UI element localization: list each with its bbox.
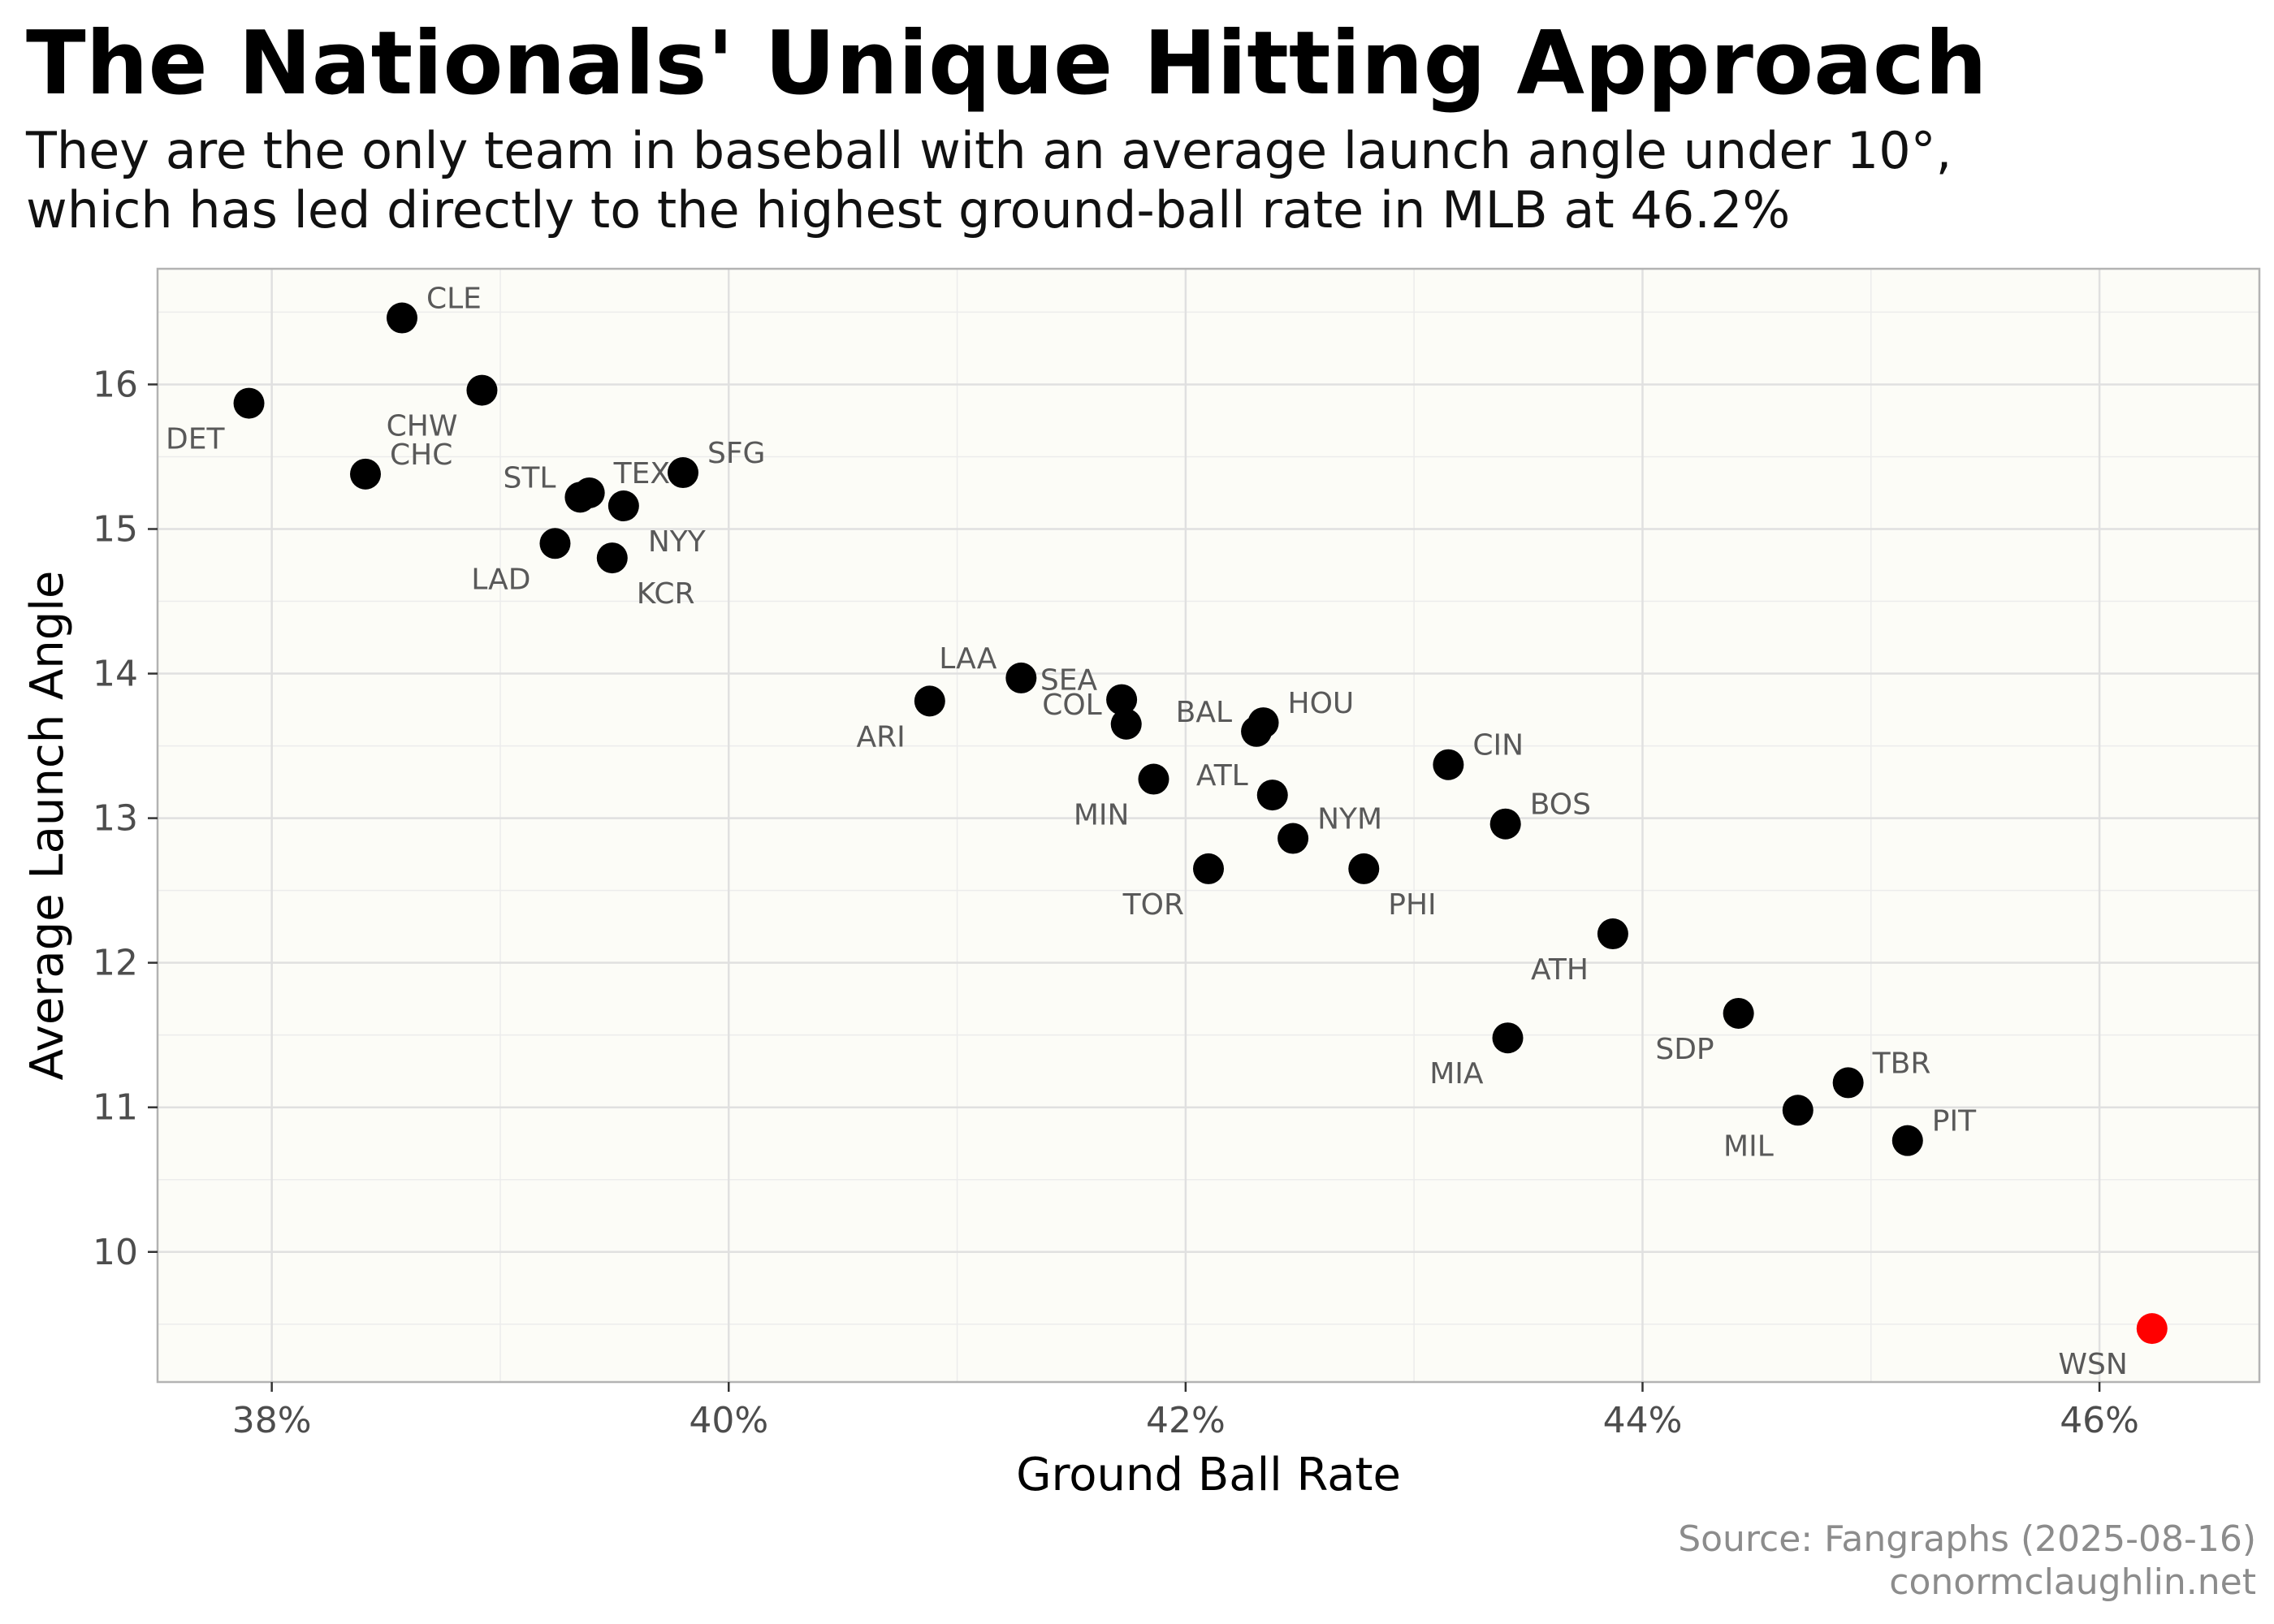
subtitle-line-1: They are the only team in baseball with … [26,121,1952,180]
point-lad [539,528,571,559]
label-tbr: TBR [1872,1047,1931,1080]
x-tick-label: 42% [1146,1400,1226,1441]
y-axis-ticks: 10 11 12 13 14 15 16 [93,364,158,1273]
label-hou: HOU [1288,687,1355,720]
y-tick-label: 11 [93,1087,138,1129]
y-tick-label: 13 [93,798,138,840]
plot-border [156,267,2261,1384]
point-cin [1433,749,1464,780]
label-nym: NYM [1317,803,1382,836]
subtitle-line-2: which has led directly to the highest gr… [26,179,1791,240]
point-chw [466,374,498,406]
point-sea [1106,684,1138,715]
point-phi [1348,853,1380,884]
point-atl [1256,780,1288,811]
label-min: MIN [1074,799,1130,832]
label-wsn: WSN [2058,1348,2127,1381]
point-tor [1193,853,1224,884]
x-axis-title: Ground Ball Rate [1016,1449,1401,1501]
label-cin: CIN [1472,729,1524,762]
label-ath: ATH [1531,953,1589,987]
label-cle: CLE [426,283,482,316]
point-chc [349,458,381,490]
y-tick-label: 15 [93,508,138,550]
point-tbr [1832,1067,1864,1099]
label-kcr: KCR [637,577,695,611]
label-bos: BOS [1530,788,1591,822]
point-laa [1005,662,1037,693]
point-mil [1782,1095,1814,1126]
label-mia: MIA [1429,1057,1484,1091]
point-wsn [2136,1313,2168,1345]
y-tick-label: 16 [93,364,138,405]
point-col [1110,708,1142,740]
point-min [1138,763,1169,795]
label-sdp: SDP [1655,1033,1714,1066]
label-sea: SEA [1040,664,1098,698]
x-axis-ticks: 38% 40% 42% 44% 46% [232,1382,2139,1441]
point-kcr [596,542,628,574]
label-stl: STL [504,461,556,495]
major-gridlines [158,269,2259,1382]
label-sfg: SFG [707,437,765,470]
y-axis-title: Average Launch Angle [21,571,74,1081]
point-mia [1492,1022,1524,1054]
y-tick-label: 14 [93,654,138,695]
x-tick-label: 46% [2060,1400,2139,1441]
point-sfg [668,457,698,489]
label-mil: MIL [1723,1129,1774,1163]
label-pit: PIT [1932,1105,1977,1138]
point-bos [1489,808,1521,840]
y-tick-label: 12 [93,943,138,984]
point-det [233,387,265,419]
chart-subtitle: They are the only team in baseball with … [26,121,2251,240]
point-sdp [1723,997,1754,1029]
point-bal [1241,715,1273,747]
source-note: Source: Fangraphs (2025-08-16) [1678,1518,2256,1560]
x-tick-label: 44% [1603,1400,1683,1441]
x-tick-label: 40% [689,1400,768,1441]
chart-title: The Nationals' Unique Hitting Approach [26,13,1987,114]
label-lad: LAD [471,563,530,596]
point-pit [1891,1125,1923,1156]
point-nyy [607,490,639,522]
label-ari: ARI [857,720,906,754]
label-phi: PHI [1388,888,1436,922]
label-chc: CHC [390,438,452,472]
plot-panel [158,269,2259,1382]
x-tick-label: 38% [232,1400,312,1441]
minor-gridlines [158,269,2259,1382]
label-col: COL [1042,689,1102,722]
label-atl: ATL [1196,759,1248,793]
chart-caption: Source: Fangraphs (2025-08-16) conormcla… [1678,1518,2256,1605]
point-ari [914,685,945,717]
y-tick-label: 10 [93,1232,138,1273]
label-tor: TOR [1122,888,1184,922]
label-tex: TEX [613,457,670,490]
label-laa: LAA [939,642,997,676]
point-cle [386,302,417,334]
website-credit: conormclaughlin.net [1889,1561,2256,1603]
point-nym [1278,823,1309,854]
point-stl [564,482,596,513]
label-chw: CHW [387,410,458,443]
point-ath [1597,918,1628,950]
label-det: DET [166,423,225,456]
label-bal: BAL [1176,696,1232,729]
data-points [233,302,2168,1345]
label-nyy: NYY [648,525,707,559]
